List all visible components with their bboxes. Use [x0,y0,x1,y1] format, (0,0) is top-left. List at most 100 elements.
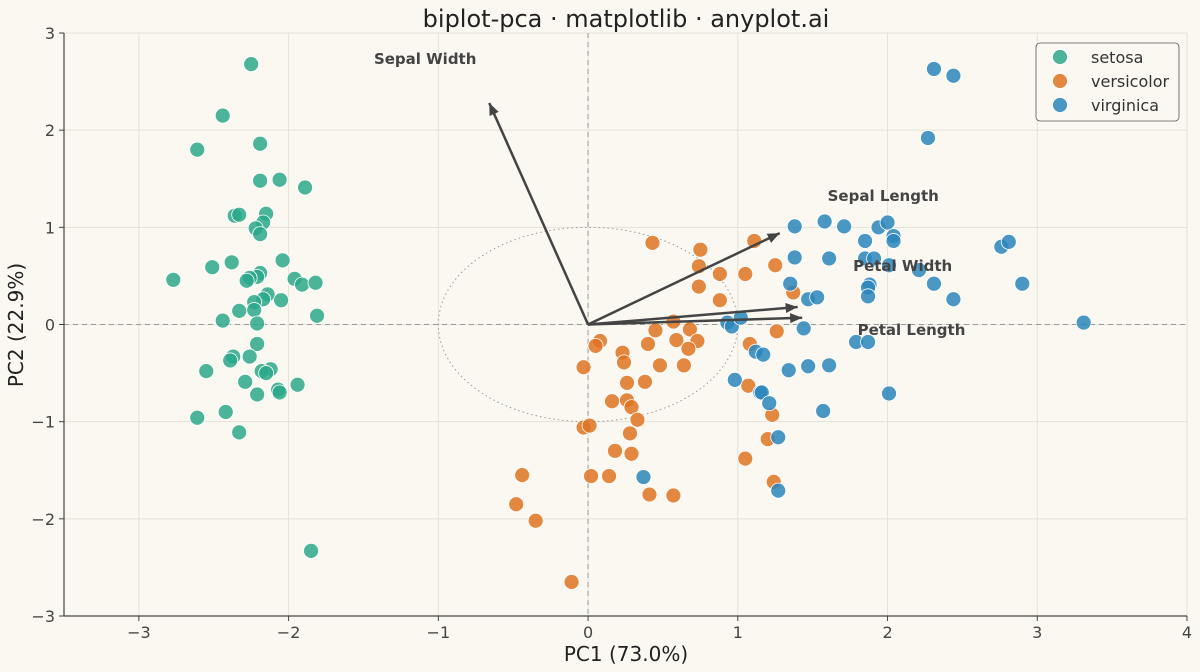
versicolor-point [622,425,638,442]
versicolor-point [527,512,544,529]
x-axis-label: PC1 (73.0%) [564,642,688,666]
virginica-point [795,320,812,337]
virginica-point [885,233,902,249]
versicolor-point [652,357,668,374]
setosa-point [249,336,266,352]
legend-label-virginica: virginica [1091,96,1159,115]
virginica-point [920,130,936,146]
versicolor-point [629,411,646,428]
virginica-point [780,362,797,379]
virginica-point [881,257,897,274]
setosa-point [294,276,310,293]
setosa-point [231,206,248,223]
versicolor-point [680,340,697,357]
setosa-point [246,302,263,318]
versicolor-point [616,354,632,371]
virginica-point [809,289,826,306]
virginica-point [732,309,749,326]
setosa-point [189,141,206,158]
versicolor-point [690,278,707,295]
setosa-point [238,272,255,289]
loading-arrow-head [489,102,499,116]
loading-label: Petal Width [853,257,952,275]
loading-label: Sepal Length [828,187,939,205]
versicolor-point [604,393,620,410]
loading-arrow-line [587,232,781,326]
setosa-point [165,271,182,288]
loading-arrow-head [790,313,803,324]
setosa-point [222,352,239,369]
y-tick-label: −3 [31,607,55,626]
versicolor-point [514,467,531,484]
setosa-point [214,312,231,329]
y-tick-label: 3 [45,24,55,43]
virginica-point [770,482,787,499]
versicolor-point [647,322,664,339]
setosa-point [237,373,254,390]
virginica-point [911,262,927,278]
versicolor-point [583,468,599,484]
setosa-point [223,254,240,271]
setosa-point [303,542,319,559]
virginica-point [857,233,873,249]
virginica-point [926,61,942,77]
versicolor-point [623,445,640,462]
versicolor-point [665,487,682,504]
x-tick-label: −3 [127,623,151,642]
virginica-point [755,346,772,363]
versicolor-point [508,496,525,513]
virginica-point [879,214,896,231]
virginica-point [945,291,962,308]
virginica-point [816,213,833,230]
setosa-point [273,292,290,309]
loading-arrow-line [588,316,803,326]
versicolor-point [563,574,580,590]
setosa-point [204,259,221,276]
versicolor-point [581,417,598,434]
virginica-point [635,469,652,485]
scatter-points [165,56,1092,590]
virginica-point [761,395,778,412]
versicolor-point [711,292,728,309]
virginica-point [881,385,897,402]
chart-title: biplot-pca · matplotlib · anyplot.ai [423,5,830,33]
virginica-point [926,275,942,292]
virginica-point [945,67,962,84]
legend-marker-virginica [1052,97,1068,113]
versicolor-point [692,241,709,258]
virginica-point [800,358,817,375]
setosa-point [307,274,324,291]
virginica-point [836,218,853,235]
versicolor-point [768,323,785,340]
setosa-point [231,424,248,441]
versicolor-point [637,373,653,390]
virginica-point [860,288,876,305]
loading-label: Petal Length [858,321,966,339]
versicolor-point [668,332,685,348]
setosa-point [217,404,234,420]
virginica-point [821,250,838,267]
x-tick-label: 0 [583,623,593,642]
versicolor-point [641,486,658,503]
legend-marker-setosa [1052,49,1068,65]
y-tick-label: 2 [45,121,55,140]
setosa-point [309,307,325,324]
loading-arrow-head [766,233,780,243]
loading-arrow-head [785,303,798,313]
virginica-point [726,371,743,388]
x-tick-label: −2 [277,623,301,642]
versicolor-point [737,450,754,467]
loading-arrows: Sepal Length Sepal Width Petal Length Petal… [374,50,965,339]
virginica-point [770,429,787,446]
versicolor-point [587,337,604,354]
legend: setosa versicolor virginica [1035,42,1180,122]
y-axis-label: PC2 (22.9%) [4,263,28,387]
setosa-point [189,409,206,426]
setosa-point [231,302,248,319]
loading-label: Sepal Width [374,50,476,68]
legend-marker-versicolor [1052,73,1068,89]
axes [59,32,1188,621]
setosa-point [289,376,306,393]
setosa-point [198,363,215,380]
